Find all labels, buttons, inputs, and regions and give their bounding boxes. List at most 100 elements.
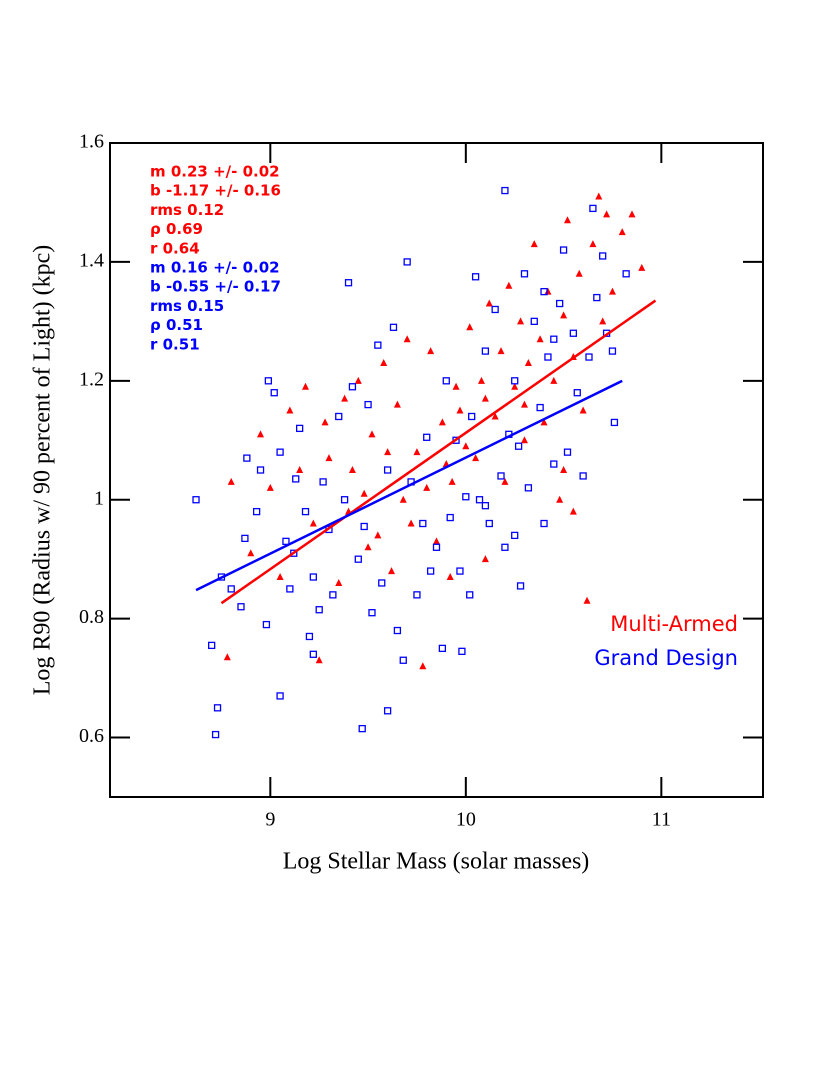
square-point bbox=[481, 347, 490, 355]
triangle-point bbox=[374, 531, 382, 539]
square-point bbox=[360, 522, 368, 531]
square-point bbox=[419, 519, 427, 528]
triangle-point bbox=[309, 519, 317, 527]
square-point bbox=[354, 555, 362, 563]
triangle-point bbox=[497, 347, 505, 355]
square-point bbox=[563, 448, 572, 456]
square-point bbox=[438, 644, 447, 653]
y-tick-label: 0.8 bbox=[79, 606, 104, 628]
y-axis-label: Log R90 (Radius w/ 90 percent of Light) … bbox=[30, 245, 56, 696]
triangle-point bbox=[511, 382, 519, 390]
square-point bbox=[208, 641, 216, 650]
triangle-point bbox=[321, 418, 329, 426]
square-point bbox=[610, 418, 619, 427]
triangle-point bbox=[452, 382, 460, 390]
triangle-point bbox=[560, 311, 568, 319]
triangle-point bbox=[491, 412, 499, 420]
square-point bbox=[286, 585, 294, 593]
square-point bbox=[481, 502, 490, 510]
square-point bbox=[383, 466, 392, 474]
triangle-point bbox=[227, 477, 235, 485]
square-point bbox=[301, 507, 310, 516]
square-point bbox=[213, 704, 222, 712]
square-point bbox=[319, 478, 327, 486]
square-point bbox=[256, 466, 265, 474]
triangle-point bbox=[302, 382, 310, 390]
square-point bbox=[305, 632, 314, 641]
triangle-point bbox=[608, 287, 616, 295]
triangle-point bbox=[560, 466, 568, 473]
annotation: r 0.51 bbox=[150, 335, 200, 353]
annotation: b -1.17 +/- 0.16 bbox=[150, 182, 281, 200]
triangle-point bbox=[618, 228, 626, 236]
x-axis-label: Log Stellar Mass (solar masses) bbox=[283, 849, 590, 875]
square-point bbox=[599, 252, 607, 260]
square-point bbox=[378, 579, 386, 587]
square-point bbox=[399, 656, 407, 664]
y-tick-label: 1.6 bbox=[79, 131, 104, 153]
square-point bbox=[393, 626, 402, 635]
square-point bbox=[348, 383, 357, 391]
triangle-point bbox=[266, 483, 274, 491]
triangle-point bbox=[485, 299, 493, 307]
triangle-point bbox=[286, 406, 294, 414]
triangle-point bbox=[595, 192, 603, 200]
square-point bbox=[511, 531, 519, 540]
square-point bbox=[252, 507, 261, 516]
annotation: b -0.55 +/- 0.17 bbox=[150, 278, 281, 296]
square-point bbox=[456, 567, 464, 575]
triangle-point bbox=[360, 489, 368, 497]
square-point bbox=[192, 496, 200, 504]
triangle-point bbox=[384, 448, 392, 456]
square-point bbox=[295, 424, 304, 433]
annotation: m 0.23 +/- 0.02 bbox=[150, 163, 280, 181]
triangle-point bbox=[477, 376, 485, 384]
triangle-point bbox=[540, 418, 548, 426]
triangle-point bbox=[257, 430, 265, 438]
annotation: rms 0.12 bbox=[150, 201, 224, 219]
square-point bbox=[309, 650, 317, 658]
x-tick-label: 9 bbox=[265, 809, 275, 831]
square-point bbox=[383, 707, 392, 715]
square-point bbox=[458, 647, 466, 655]
triangle-point bbox=[438, 418, 446, 426]
triangle-point bbox=[427, 347, 435, 355]
triangle-point bbox=[325, 454, 333, 462]
triangle-point bbox=[419, 662, 427, 670]
square-point bbox=[497, 472, 505, 480]
square-point bbox=[589, 204, 597, 213]
triangle-point bbox=[413, 448, 421, 456]
square-point bbox=[227, 585, 235, 593]
triangle-point bbox=[628, 210, 636, 218]
triangle-point bbox=[388, 567, 396, 575]
triangle-point bbox=[550, 376, 558, 384]
triangle-point bbox=[583, 596, 591, 604]
triangle-point bbox=[364, 543, 372, 551]
triangle-point bbox=[448, 477, 456, 485]
triangle-point bbox=[433, 537, 440, 545]
square-point bbox=[585, 353, 593, 361]
square-point bbox=[358, 724, 366, 733]
square-point bbox=[540, 287, 548, 296]
y-tick-label: 1.2 bbox=[79, 368, 104, 390]
square-point bbox=[501, 186, 509, 195]
triangle-point bbox=[579, 406, 587, 414]
square-point bbox=[368, 609, 376, 617]
square-point bbox=[292, 475, 300, 483]
triangle-point bbox=[348, 466, 356, 473]
triangle-point bbox=[472, 454, 480, 462]
x-tick-label: 10 bbox=[456, 809, 476, 831]
triangle-point bbox=[456, 406, 464, 414]
fit-line bbox=[195, 379, 623, 592]
triangle-point bbox=[368, 430, 376, 438]
square-point bbox=[264, 377, 273, 385]
plot-frame bbox=[109, 142, 764, 798]
y-tick-label: 0.6 bbox=[79, 725, 104, 747]
triangle-point bbox=[423, 483, 431, 491]
square-point bbox=[243, 454, 251, 462]
square-point bbox=[540, 519, 548, 528]
triangle-point bbox=[341, 394, 349, 402]
triangle-point bbox=[403, 335, 411, 343]
square-point bbox=[426, 567, 435, 575]
